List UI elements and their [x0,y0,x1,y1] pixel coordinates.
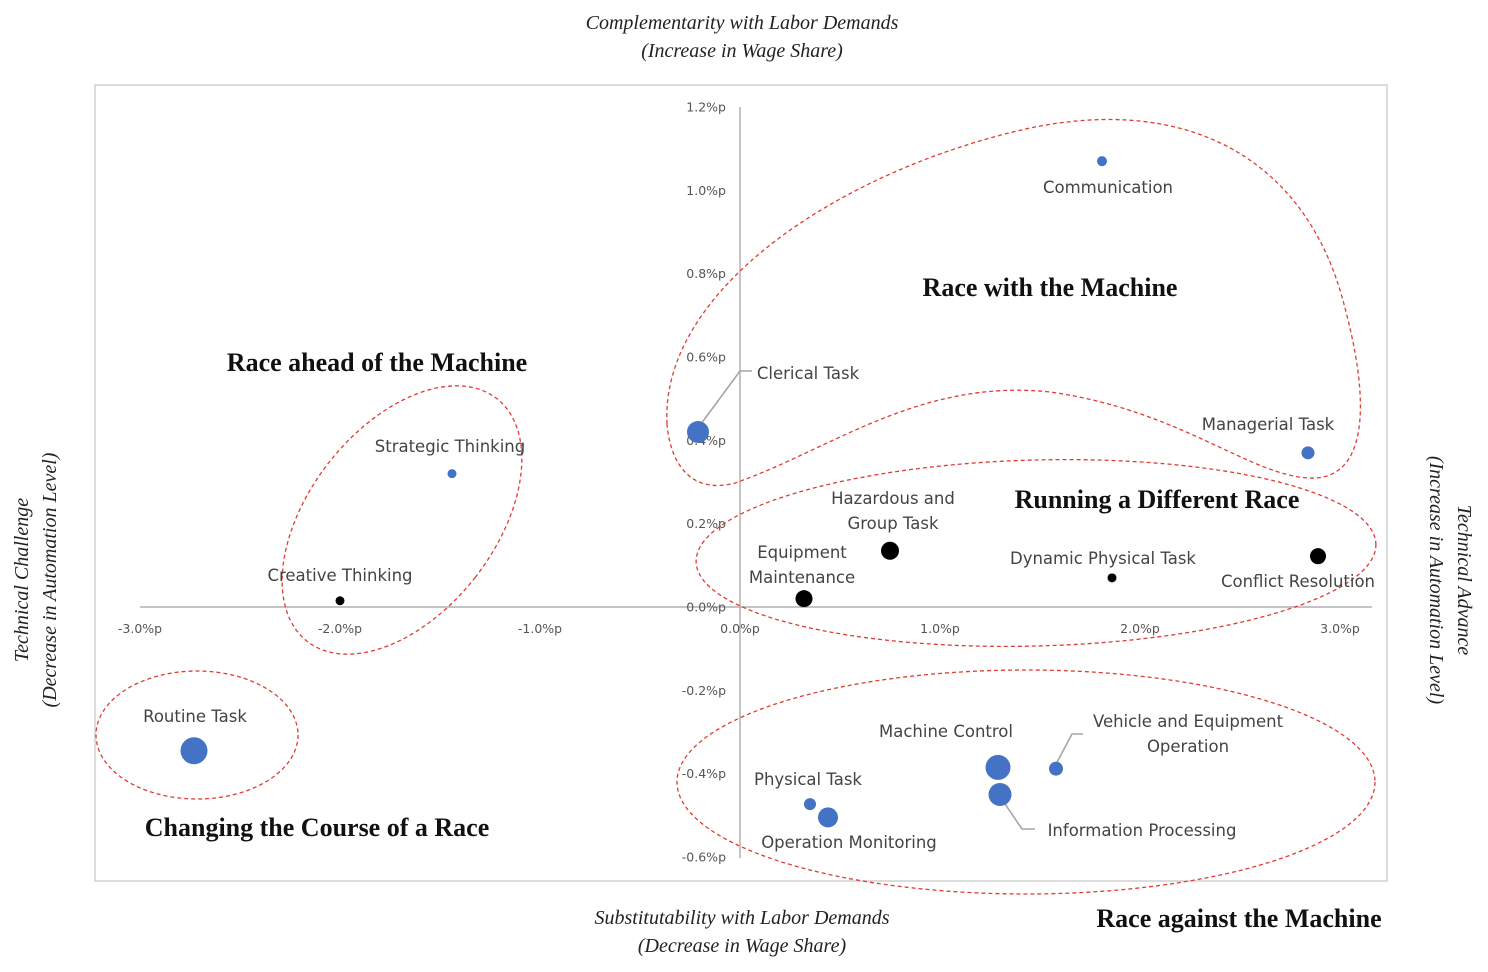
plot-frame [94,84,1388,882]
point-operation-monitoring [818,807,838,828]
point-label-creative-thinking: Creative Thinking [267,566,412,585]
y-tick-label: 1.2%p [686,99,726,114]
y-tick-label: -0.6%p [682,850,726,865]
x-tick-label: 0.0%p [720,621,760,636]
bottom-axis-title-line2: (Decrease in Wage Share) [638,935,847,957]
point-physical-task [804,798,816,811]
point-creative-thinking [335,596,345,606]
connector-clerical-task [697,370,752,429]
cluster-ellipse-different-race [695,458,1377,648]
region-label-changing-course: Changing the Course of a Race [145,813,490,842]
point-label-equipment-maintenance: Maintenance [749,568,855,587]
connector-information-processing [1000,797,1035,830]
left-axis-title-line2: (Decrease in Automation Level) [39,452,61,707]
point-hazardous-and-group-task [881,541,899,560]
y-tick-label: 0.8%p [686,266,726,281]
point-label-vehicle-and-equipment-operation: Vehicle and Equipment [1093,712,1284,731]
point-dynamic-physical-task [1107,573,1117,583]
point-equipment-maintenance [795,590,813,608]
point-vehicle-and-equipment-operation [1049,761,1063,776]
point-label-managerial-task: Managerial Task [1202,415,1335,434]
y-tick-label: 0.2%p [686,516,726,531]
point-information-processing [988,783,1012,807]
point-clerical-task [687,420,709,443]
y-tick-label: -0.2%p [682,683,726,698]
y-tick-label: 0.0%p [686,600,726,615]
point-managerial-task [1301,446,1315,460]
y-tick-label: -0.4%p [682,766,726,781]
point-label-routine-task: Routine Task [143,707,247,726]
point-machine-control [985,754,1011,780]
cluster-ellipse-changing-course [95,670,299,800]
point-label-hazardous-and-group-task: Group Task [847,514,939,533]
point-label-operation-monitoring: Operation Monitoring [761,833,937,852]
x-tick-label: -1.0%p [518,621,562,636]
region-label-different-race: Running a Different Race [1015,485,1300,514]
point-label-clerical-task: Clerical Task [757,364,860,383]
region-label-race-with: Race with the Machine [923,273,1178,302]
x-tick-label: 1.0%p [920,621,960,636]
y-tick-label: 1.0%p [686,183,726,198]
right-axis-title-line1: Technical Advance [1453,505,1475,656]
point-label-machine-control: Machine Control [879,722,1013,741]
point-label-strategic-thinking: Strategic Thinking [375,437,525,456]
point-label-information-processing: Information Processing [1048,821,1237,840]
connector-vehicle-equipment [1054,733,1083,767]
right-axis-title-line2: (Increase in Automation Level) [1425,456,1447,705]
point-label-conflict-resolution: Conflict Resolution [1221,572,1375,591]
cluster-ellipse-race-against [676,669,1376,895]
point-label-vehicle-and-equipment-operation: Operation [1147,737,1229,756]
region-label-race-ahead: Race ahead of the Machine [227,348,527,377]
point-routine-task [180,737,208,765]
x-tick-label: -2.0%p [318,621,362,636]
region-label-race-against: Race against the Machine [1096,904,1381,933]
cluster-ellipse-race-ahead [281,385,523,655]
x-tick-label: -3.0%p [118,621,162,636]
point-label-equipment-maintenance: Equipment [757,543,847,562]
x-tick-label: 2.0%p [1120,621,1160,636]
point-conflict-resolution [1310,548,1326,565]
point-label-communication: Communication [1043,178,1173,197]
top-axis-title-line2: (Increase in Wage Share) [641,40,843,62]
left-axis-title-line1: Technical Challenge [11,498,33,662]
x-tick-label: 3.0%p [1320,621,1360,636]
point-label-hazardous-and-group-task: Hazardous and [831,489,955,508]
point-label-dynamic-physical-task: Dynamic Physical Task [1010,549,1196,568]
point-strategic-thinking [447,469,457,479]
point-communication [1097,156,1107,167]
y-tick-label: 0.6%p [686,349,726,364]
point-label-physical-task: Physical Task [754,770,862,789]
cluster-ellipse-race-with [666,118,1362,487]
top-axis-title-line1: Complementarity with Labor Demands [586,12,899,34]
bottom-axis-title-line1: Substitutability with Labor Demands [594,907,889,929]
